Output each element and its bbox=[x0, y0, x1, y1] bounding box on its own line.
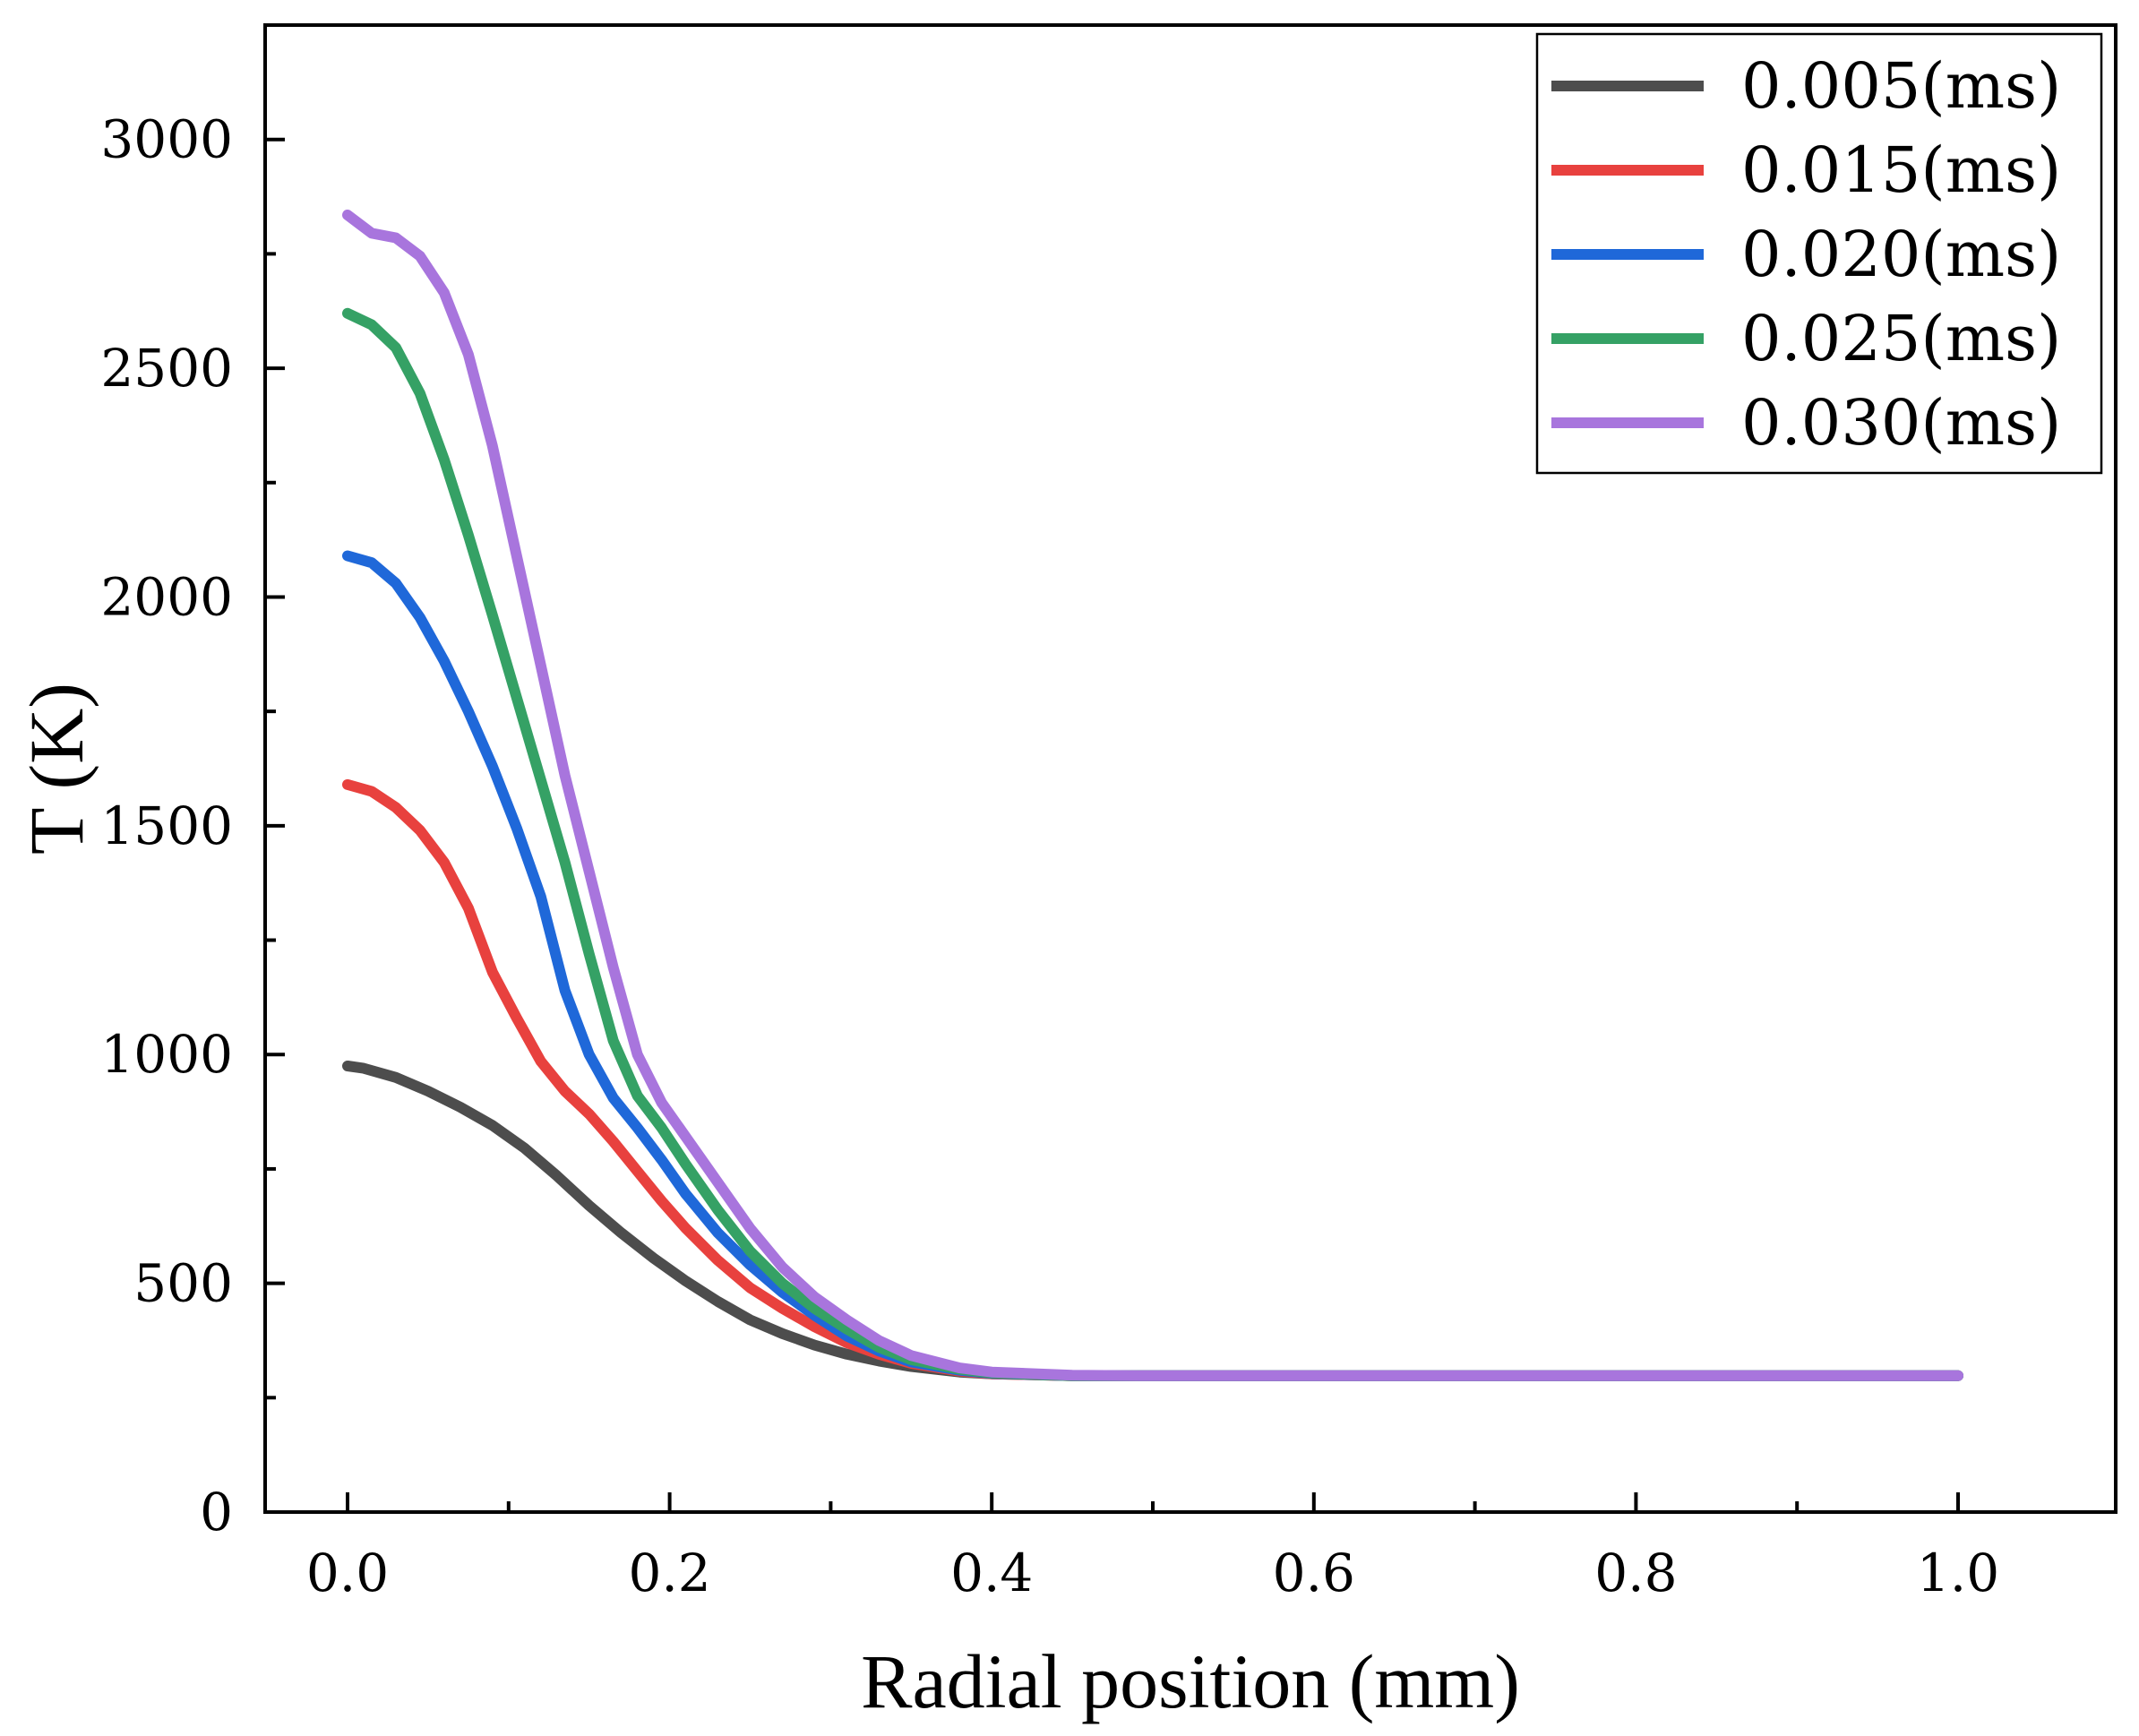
y-tick-label: 500 bbox=[133, 1253, 233, 1314]
legend-label: 0.015(ms) bbox=[1741, 133, 2061, 207]
x-tick-label: 0.4 bbox=[950, 1543, 1033, 1603]
series-line-5 bbox=[342, 210, 1963, 1381]
x-tick-label: 0.0 bbox=[306, 1543, 389, 1603]
plot-frame bbox=[263, 23, 2118, 1514]
legend: 0.005(ms) 0.015(ms) 0.020(ms) 0.025(ms) 0.03… bbox=[1535, 32, 2103, 475]
legend-label: 0.005(ms) bbox=[1741, 49, 2061, 123]
series-layer bbox=[342, 210, 1963, 1381]
legend-label: 0.025(ms) bbox=[1741, 302, 2061, 375]
ticks-layer: 0.0 0.2 0.4 0.6 0.8 1.0 0 500 1000 1500 2000 2500 30… bbox=[100, 109, 1999, 1603]
y-tick-label: 0 bbox=[200, 1482, 233, 1543]
y-tick-label: 3000 bbox=[100, 109, 233, 170]
y-tick-label: 1000 bbox=[100, 1024, 233, 1085]
legend-label: 0.020(ms) bbox=[1741, 218, 2061, 291]
y-tick-label: 1500 bbox=[100, 795, 233, 856]
x-tick-label: 0.6 bbox=[1273, 1543, 1355, 1603]
legend-label: 0.030(ms) bbox=[1741, 386, 2061, 460]
x-tick-label: 1.0 bbox=[1917, 1543, 1999, 1603]
y-axis-title: T (K) bbox=[13, 683, 99, 855]
y-tick-label: 2500 bbox=[100, 338, 233, 399]
y-tick-label: 2000 bbox=[100, 566, 233, 627]
x-axis-title: Radial position (mm) bbox=[861, 1638, 1520, 1724]
x-tick-label: 0.2 bbox=[628, 1543, 710, 1603]
x-tick-label: 0.8 bbox=[1594, 1543, 1677, 1603]
